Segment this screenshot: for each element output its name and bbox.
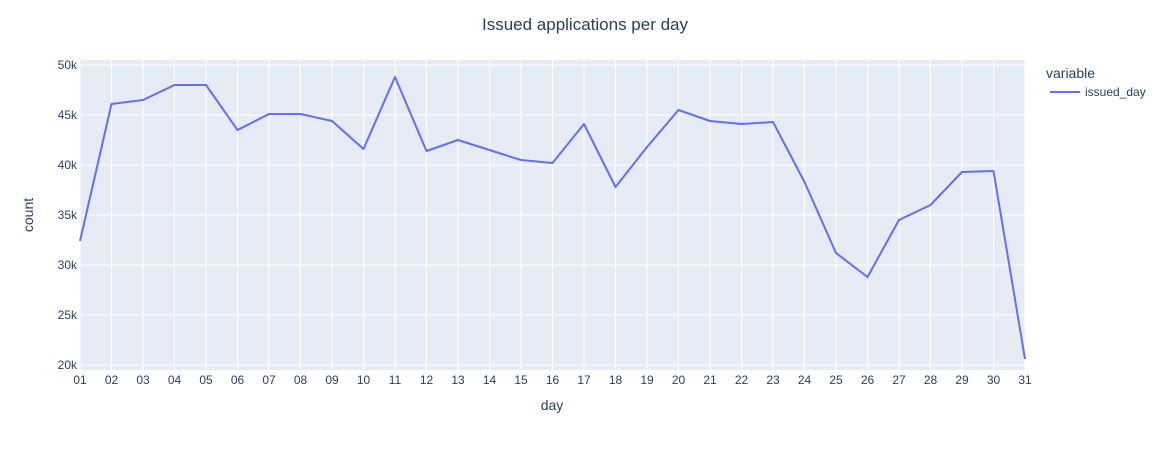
data-point[interactable]: [959, 169, 965, 175]
y-tick-label: 30k: [58, 258, 78, 272]
data-point[interactable]: [833, 250, 839, 256]
y-tick-label: 35k: [58, 208, 78, 222]
data-point[interactable]: [613, 184, 619, 190]
x-tick-label: 02: [105, 373, 119, 387]
x-tick-label: 26: [861, 373, 875, 387]
x-tick-label: 31: [1018, 373, 1032, 387]
x-tick-label: 12: [420, 373, 434, 387]
x-tick-label: 30: [987, 373, 1001, 387]
x-tick-label: 10: [357, 373, 371, 387]
data-point[interactable]: [896, 217, 902, 223]
x-tick-label: 11: [389, 373, 402, 387]
data-point[interactable]: [991, 168, 997, 174]
x-tick-label: 14: [483, 373, 497, 387]
data-point[interactable]: [424, 148, 430, 154]
x-tick-label: 15: [514, 373, 528, 387]
x-tick-label: 01: [73, 373, 87, 387]
x-tick-label: 17: [577, 373, 591, 387]
chart-title: Issued applications per day: [482, 15, 689, 34]
data-point[interactable]: [487, 147, 493, 153]
legend: variable issued_day: [1046, 65, 1146, 99]
y-tick-label: 40k: [58, 158, 78, 172]
data-point[interactable]: [739, 121, 745, 127]
data-point[interactable]: [676, 107, 682, 113]
data-point[interactable]: [329, 118, 335, 124]
x-tick-label: 18: [609, 373, 623, 387]
y-tick-label: 25k: [58, 308, 78, 322]
series-layer: [77, 74, 1028, 362]
x-tick-label: 19: [640, 373, 654, 387]
x-tick-label: 24: [798, 373, 812, 387]
x-tick-label: 20: [672, 373, 686, 387]
data-point[interactable]: [109, 101, 115, 107]
legend-title: variable: [1046, 65, 1095, 81]
data-point[interactable]: [550, 160, 556, 166]
y-tick-label: 50k: [58, 58, 78, 72]
data-point[interactable]: [298, 111, 304, 117]
x-tick-label: 28: [924, 373, 938, 387]
y-tick-label: 20k: [58, 358, 78, 372]
x-tick-label: 09: [325, 373, 339, 387]
data-point[interactable]: [770, 119, 776, 125]
y-tick-labels: 20k 25k 30k 35k 40k 45k 50k: [58, 58, 78, 372]
x-tick-label: 03: [136, 373, 150, 387]
x-tick-label: 23: [766, 373, 780, 387]
data-point[interactable]: [644, 144, 650, 150]
x-tick-label: 25: [829, 373, 843, 387]
data-point[interactable]: [518, 157, 524, 163]
x-tick-label: 13: [451, 373, 465, 387]
data-point[interactable]: [172, 82, 178, 88]
x-tick-label: 07: [262, 373, 276, 387]
data-point[interactable]: [392, 74, 398, 80]
series-line-issued-day[interactable]: [79, 76, 1026, 360]
data-point[interactable]: [77, 238, 83, 244]
x-tick-label: 21: [703, 373, 717, 387]
data-point[interactable]: [235, 127, 241, 133]
data-point[interactable]: [1022, 356, 1028, 362]
y-tick-label: 45k: [58, 108, 78, 122]
x-axis-title: day: [541, 397, 564, 413]
legend-label-issued-day[interactable]: issued_day: [1085, 85, 1146, 99]
data-point[interactable]: [140, 97, 146, 103]
data-point[interactable]: [581, 121, 587, 127]
x-tick-label: 27: [892, 373, 906, 387]
data-point[interactable]: [928, 202, 934, 208]
data-point[interactable]: [707, 118, 713, 124]
x-tick-labels: 01 02 03 04 05 06 07 08 09 10 11 12 13 14 15 16 17 18 19 20…: [73, 373, 1032, 387]
x-tick-label: 05: [199, 373, 213, 387]
grid-lines: [79, 60, 1026, 370]
x-tick-label: 22: [735, 373, 749, 387]
data-point[interactable]: [865, 274, 871, 280]
data-point[interactable]: [361, 146, 367, 152]
data-point[interactable]: [802, 179, 808, 185]
data-point[interactable]: [203, 82, 209, 88]
x-tick-label: 04: [168, 373, 182, 387]
x-tick-label: 06: [231, 373, 245, 387]
x-tick-label: 16: [546, 373, 560, 387]
x-tick-label: 08: [294, 373, 308, 387]
y-axis-title: count: [20, 198, 36, 232]
x-tick-label: 29: [955, 373, 969, 387]
data-point[interactable]: [455, 137, 461, 143]
data-point[interactable]: [266, 111, 272, 117]
